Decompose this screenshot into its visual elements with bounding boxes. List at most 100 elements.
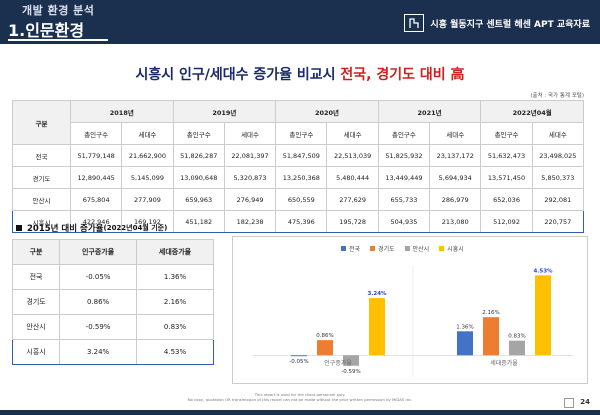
row-label: 안산시 [12,188,71,211]
growth-header: 구분 [11,239,61,265]
category-label: 세대증가율 [490,359,518,367]
legend-label: 경기도 [378,246,395,253]
table-cell: 1.36% [136,264,214,290]
table-cell: 51,632,473 [480,144,533,167]
row-label: 시흥시 [11,339,61,365]
growth-header: 인구증가율 [59,239,138,265]
table-cell: 277,909 [121,188,174,211]
table-cell: 277,629 [326,188,379,211]
table-cell: 0.83% [136,314,214,340]
data-label: 1.36% [456,324,473,330]
table-cell: 22,513,039 [326,144,379,167]
year-header: 2020년 [275,100,379,123]
main-title: 시흥시 인구/세대수 증가율 비교시 전국, 경기도 대비 高 [0,64,600,84]
sub-header: 총인구수 [480,122,533,145]
table-row: 경기도 0.86% 2.16% [11,289,214,315]
sub-header-row: 총인구수 세대수 총인구수 세대수 총인구수 세대수 총인구수 세대수 총인구수… [13,122,585,145]
data-label: 3.24% [367,291,387,297]
row-label: 전국 [11,264,61,290]
bar [535,275,551,356]
table-cell: 4.53% [136,339,214,365]
table-cell: 182,238 [223,210,277,233]
data-label: -0.05% [289,359,308,365]
bar [509,340,525,356]
table-cell: 5,480,444 [326,166,379,189]
table-cell: 5,850,373 [531,166,585,189]
legend-label: 안산시 [412,246,430,253]
table-cell: 475,396 [275,210,328,233]
sub-header: 총인구수 [377,122,431,145]
table-row: 경기도 12,890,445 5,145,099 13,090,648 5,32… [12,166,585,189]
sub-header: 세대수 [223,122,277,145]
growth-section-title: 2015년 대비 증가율 (2022년04월 기준) [16,222,167,234]
corner-logo-icon [564,398,574,408]
chart-canvas: -0.05% 0.86% -0.59% 3.24% 인구증가율 1.36% 2.16% 0.8… [253,265,573,377]
data-label: -0.59% [341,369,360,375]
legend-item: 경기도 [370,244,395,253]
table-cell: 22,081,397 [223,144,277,167]
sub-header: 세대수 [121,122,174,145]
building-logo-icon [404,14,425,32]
table-cell: 286,979 [429,188,482,211]
growth-header-row: 구분 인구증가율 세대증가율 [11,239,214,265]
row-label: 시흥시 [12,210,71,233]
table-cell: 12,890,445 [69,166,123,189]
population-table: 구분 2018년 2019년 2020년 2021년 2022년04월 총인구수… [12,100,585,233]
year-header: 2018년 [70,100,174,123]
bar [317,340,333,356]
bar [457,331,473,356]
table-cell: 23,137,172 [429,144,482,167]
table-cell: 659,963 [172,188,225,211]
growth-table: 구분 인구증가율 세대증가율 전국 -0.05% 1.36% 경기도 0.86%… [11,239,214,365]
org-branding: 시흥 월동지구 센트럴 헤센 APT 교육자료 [404,14,590,32]
table-cell: 292,081 [531,188,585,211]
footer-line: No copy, quotation OR transmission of th… [187,397,413,402]
sub-header: 세대수 [326,122,379,145]
year-header: 2022년04월 [480,100,584,123]
row-label: 경기도 [12,166,71,189]
label-header: 구분 [12,100,71,145]
table-cell: 504,935 [377,210,431,233]
legend-item: 안산시 [404,244,430,253]
table-cell: 213,080 [429,210,482,233]
table-cell: 169,192 [121,210,174,233]
growth-bar-chart: 전국 경기도 안산시 시흥시 -0.05% 0.86% -0.59% 3.24% 인구증가율 1… [232,236,588,384]
table-cell: 2.16% [136,289,214,315]
org-name: 시흥 월동지구 센트럴 헤센 APT 교육자료 [430,19,590,30]
table-cell: 650,559 [275,188,328,211]
bar [369,298,385,356]
table-cell: 655,733 [377,188,431,211]
table-cell: 51,826,287 [172,144,225,167]
data-label: 0.83% [508,334,525,340]
page-heading: 1.인문환경 [8,21,85,40]
table-cell: -0.59% [59,314,138,340]
bar [483,317,499,356]
legend-label: 시흥시 [447,246,464,253]
table-cell: 0.86% [59,289,138,315]
category-label: 인구증가율 [324,359,352,367]
row-label: 경기도 [11,289,61,315]
table-cell: 3.24% [59,339,138,365]
page-number: 24 [580,398,590,406]
sub-header: 총인구수 [172,122,225,145]
header-bar: 개발 환경 분석 1.인문환경 시흥 월동지구 센트럴 헤센 APT 교육자료 [0,0,600,44]
table-row: 전국 -0.05% 1.36% [11,264,214,290]
square-bullet-icon [16,225,22,231]
footer-disclaimer: This report is used for the client perso… [0,392,600,402]
data-label: 2.16% [482,310,499,316]
main-title-highlight: 전국, 경기도 대비 高 [340,67,465,83]
sub-header: 세대수 [531,122,585,145]
table-row: 안산시 -0.59% 0.83% [11,314,214,340]
sub-header: 총인구수 [69,122,123,145]
table-cell: 5,320,873 [223,166,277,189]
growth-title: 2015년 대비 증가율 [27,224,104,234]
table-cell: 21,662,900 [121,144,174,167]
data-label: 0.86% [316,333,333,339]
bar [291,355,307,357]
legend-swatch [341,246,346,251]
table-cell: 23,498,025 [531,144,585,167]
legend-swatch [439,246,445,251]
year-header: 2019년 [172,100,277,123]
legend-item: 전국 [341,244,360,253]
footer-line: This report is used for the client perso… [254,392,346,397]
